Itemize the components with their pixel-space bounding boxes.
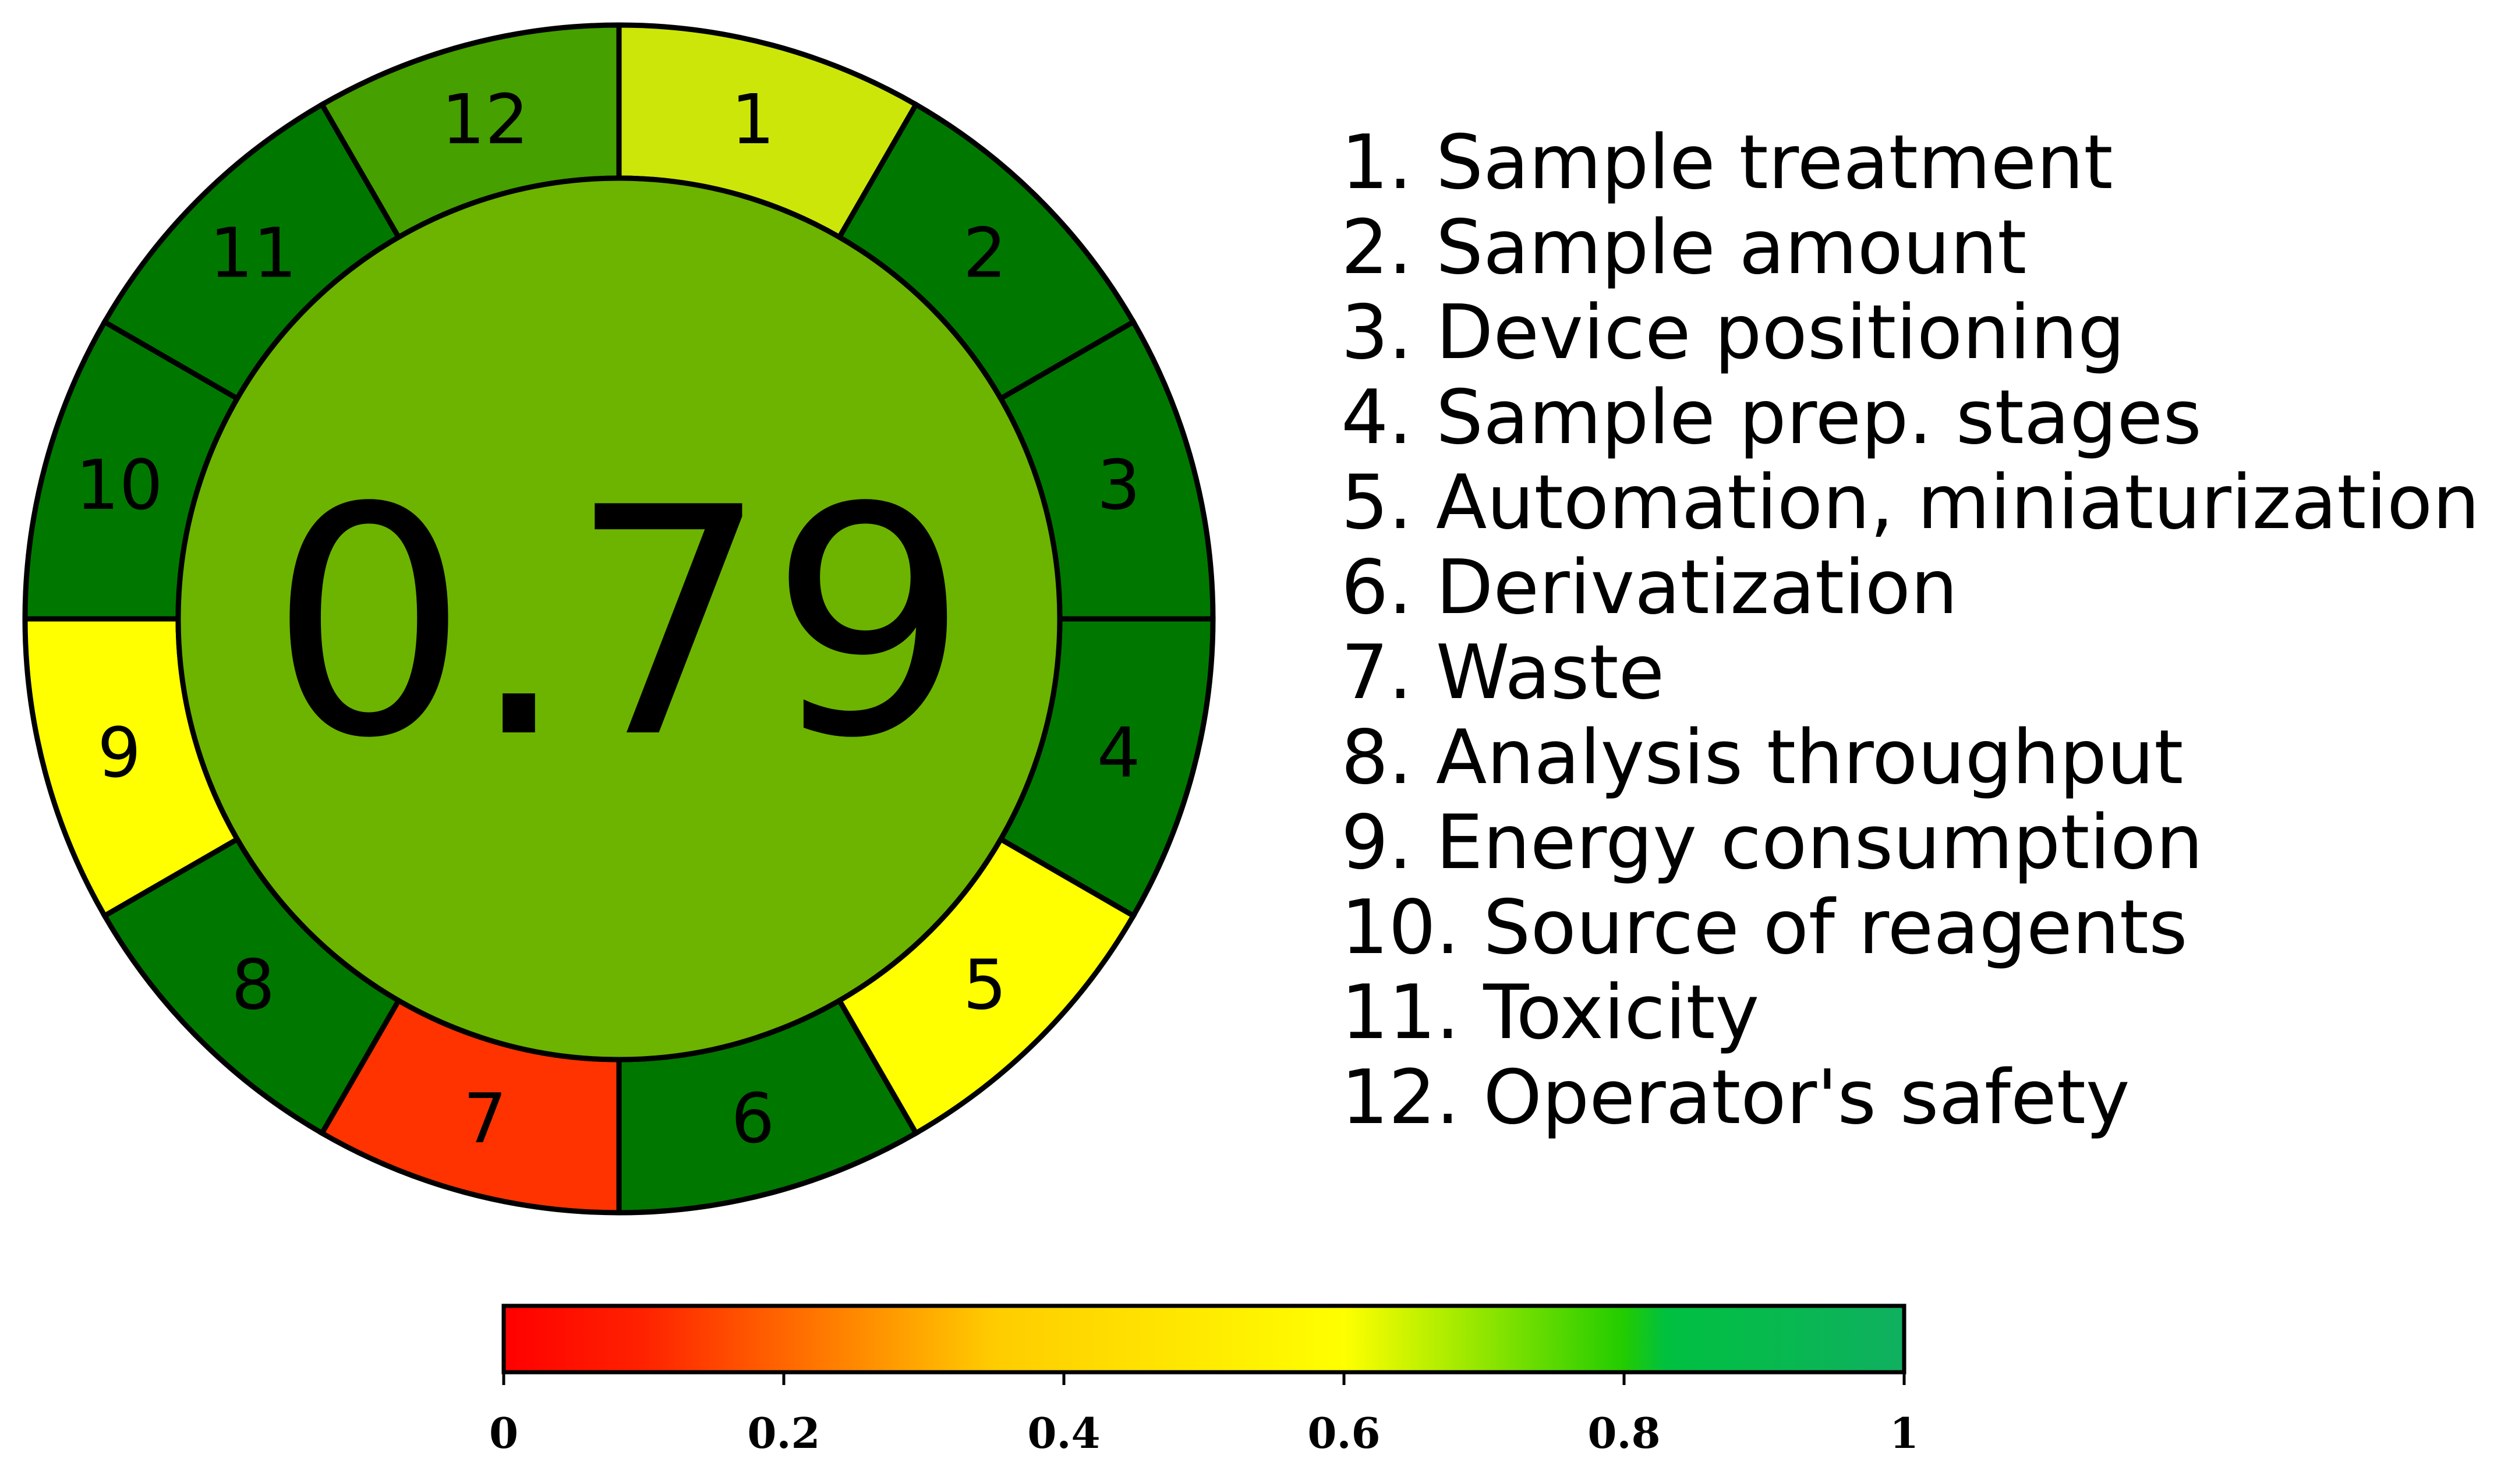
segment-label-7: 7 [464,1078,507,1159]
colorbar-tick-label: 0 [489,1408,518,1458]
legend-item-10: 10. Source of reagents [1341,884,2188,971]
legend-item-11: 11. Toxicity [1341,969,1759,1056]
colorbar-bar [501,1304,1906,1375]
segment-label-11: 11 [210,213,297,293]
score-value: 0.79 [269,441,969,807]
segment-label-8: 8 [231,944,275,1025]
legend-item-4: 4. Sample prep. stages [1341,374,2202,461]
legend-item-1: 1. Sample treatment [1341,119,2113,206]
legend-item-9: 9. Energy consumption [1341,799,2203,886]
colorbar-tick-label: 0.2 [747,1408,820,1458]
segment-label-1: 1 [731,79,774,160]
score-circle [175,175,1063,1062]
legend-item-2: 2. Sample amount [1341,204,2026,291]
colorbar: 0 0.2 0.4 0.6 0.8 1 [489,1304,1919,1458]
legend-item-3: 3. Device positioning [1341,289,2125,376]
segment-label-9: 9 [97,713,141,793]
legend-item-7: 7. Waste [1341,629,1664,716]
legend-item-12: 12. Operator's safety [1341,1054,2130,1141]
colorbar-tick-label: 0.4 [1027,1408,1100,1458]
colorbar-tick-label: 1 [1890,1408,1919,1458]
legend-item-6: 6. Derivatization [1341,544,1958,631]
legend-item-8: 8. Analysis throughput [1341,714,2183,801]
segment-label-12: 12 [441,79,529,160]
colorbar-tick-label: 0.6 [1307,1408,1380,1458]
segment-label-2: 2 [963,213,1007,293]
colorbar-tick-label: 0.8 [1587,1408,1660,1458]
segment-label-10: 10 [76,445,163,525]
segment-label-4: 4 [1097,713,1141,793]
segment-label-3: 3 [1097,445,1141,525]
legend-item-5: 5. Automation, miniaturization [1341,459,2479,546]
segment-label-6: 6 [731,1078,774,1159]
segment-label-5: 5 [963,944,1007,1025]
